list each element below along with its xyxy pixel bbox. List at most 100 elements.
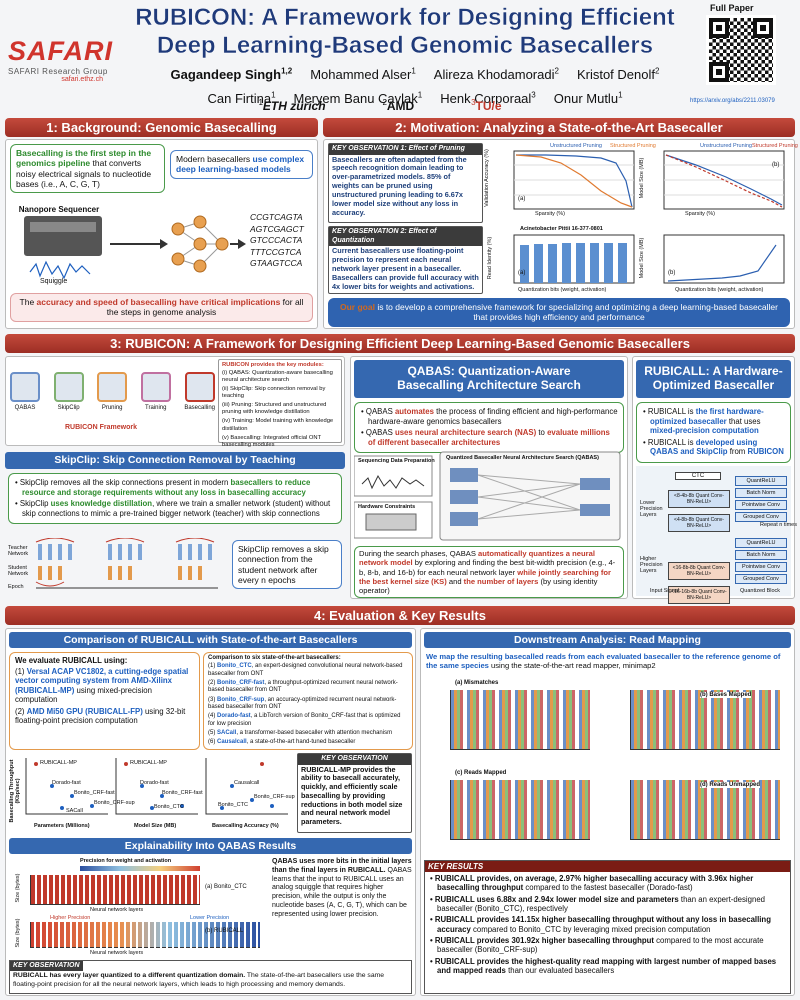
bullets: QABAS automates the process of finding e… — [354, 402, 624, 453]
text: , where we train a smaller network (stud… — [22, 499, 331, 518]
read: CCGTCAGTA — [250, 212, 303, 222]
logo: SAFARI SAFARI Research Group safari.ethz… — [8, 36, 113, 83]
highlight: Our goal — [340, 302, 375, 312]
logo-text: SAFARI — [8, 36, 114, 66]
sketch-line — [665, 154, 783, 206]
author-name: Gagandeep Singh — [170, 67, 282, 83]
affiliations: 1ETH zürich 2AMD 3TU/e — [230, 98, 530, 113]
affiliation-name: AMD — [386, 99, 415, 113]
step-icon — [10, 372, 40, 402]
text: RUBICALL provides 141.15x higher basecal… — [434, 915, 771, 934]
highlight: uses neural architecture search (NAS) — [394, 428, 537, 437]
title-line: Deep Learning-Based Genomic Basecallers — [156, 32, 654, 59]
block-label: Quantized Block — [740, 588, 781, 594]
highlight: AMD Mi50 GPU (RUBICALL-FP) — [26, 706, 143, 716]
highlight: Basecalling is the first step in the gen… — [16, 148, 152, 169]
modern: Modern basecallers use complex deep lear… — [170, 150, 313, 179]
sketch-line — [516, 154, 633, 208]
step: Basecalling — [184, 372, 215, 411]
axis-label: Read Identity (%) — [487, 236, 493, 280]
text: for all the steps in genome analysis — [106, 297, 304, 318]
block-part: Pointwise Conv — [735, 562, 787, 572]
text: (6) — [208, 739, 217, 746]
point-label: Bonito_CTC — [154, 804, 184, 810]
compared: Comparison to six state-of-the-art basec… — [203, 652, 413, 750]
qabas-text-body: During the search phases, QABAS automati… — [359, 549, 615, 595]
observation-text: Basecallers are often adapted from the s… — [332, 154, 467, 217]
text: RUBICALL is — [647, 437, 696, 447]
author: Henk Corporaal3 — [440, 90, 536, 105]
list-item: (1) Bonito_CTC, an expert-designed convo… — [208, 663, 408, 678]
bullets: SkipClip removes all the skip connection… — [8, 473, 342, 524]
neuron — [171, 215, 229, 273]
goal-text: Our goal is to develop a comprehensive f… — [340, 302, 778, 322]
author: Meryem Banu Cavlak1 — [293, 90, 423, 106]
text: , a LibTorch version of Bonito_CRF-fast … — [208, 713, 401, 727]
point-label: RUBICALL-MP — [40, 760, 77, 766]
text: , a transformer-based basecaller with at… — [236, 729, 393, 736]
layer: <16-8b-8b Quant Conv-BN-ReLU> — [668, 562, 730, 580]
size-bars — [30, 922, 260, 948]
list-item: RUBICALL provides, on average, 2.97% hig… — [434, 874, 786, 893]
block-part: QuantReLU — [735, 476, 787, 486]
text: SkipClip removes all the skip connection… — [19, 478, 231, 487]
author-row: Can Firtina1 Meryem Banu Cavlak1 Henk Corp… — [140, 85, 690, 108]
label: Hardware Constraints — [358, 504, 416, 510]
highlight: Dorado-fast — [217, 713, 251, 720]
text: using the state-of-the-art read mapper, … — [488, 661, 656, 671]
text: that uses — [726, 416, 761, 426]
skipclip-note: SkipClip removes a skip connection from … — [232, 540, 342, 590]
text: QABAS — [365, 407, 395, 416]
text: The — [19, 297, 37, 307]
text: QABAS learns that the input to RUBICALL … — [272, 866, 412, 918]
list-item: (ii) SkipClip: Skip connection removal b… — [222, 386, 326, 400]
ctc-block: CTC — [675, 472, 721, 480]
list-item: RUBICALL provides 141.15x higher basecal… — [434, 915, 786, 934]
highlight: automatically quantizes a neural network… — [359, 549, 595, 568]
list-item: (2) AMD Mi50 GPU (RUBICALL-FP) using 32-… — [15, 707, 194, 726]
author-name: Mohammed Alser — [310, 67, 412, 83]
motivation-charts — [513, 150, 785, 284]
edges — [477, 474, 581, 520]
author-sup: 1 — [411, 67, 416, 76]
hardware — [365, 513, 417, 531]
list-item: (1) Versal ACAP VC1802, a cutting-edge s… — [15, 667, 194, 705]
full-paper: Full Paper — [710, 3, 754, 13]
list-item: (v) Basecalling: Integrated official ONT… — [222, 434, 322, 448]
axis-label: Quantization bits (weight, activation) — [675, 287, 764, 293]
point-label: SACall — [66, 808, 83, 814]
bar-sketch — [630, 780, 780, 840]
list-item: RUBICALL is the first hardware-optimized… — [647, 407, 785, 436]
label: Quantized Basecaller Neural Architecture… — [446, 455, 599, 461]
block-part: Batch Norm — [735, 488, 787, 498]
text: RUBICALL provides, on average, 2.97% hig… — [434, 874, 754, 893]
text: is to develop a comprehensive framework … — [374, 302, 778, 323]
label: Precision for weight and activation — [80, 858, 172, 864]
author: Can Firtina1 — [207, 90, 275, 105]
sequencer-label: Nanopore Sequencer — [18, 205, 100, 214]
step: Pruning — [97, 372, 128, 411]
point-label: Bonito_CRF-sup — [94, 800, 135, 806]
list-item: RUBICALL provides 301.92x higher basecal… — [435, 936, 786, 955]
key-results-label: KEY RESULTS — [425, 861, 790, 872]
layer: <4-8b-8b Quant Conv-BN-ReLU> — [668, 514, 730, 532]
panel-label: (a) — [518, 270, 526, 276]
arrow — [160, 239, 168, 249]
paper-url[interactable]: https://arxiv.org/abs/2211.03079 — [690, 98, 775, 104]
axis-label: Neural network layers — [90, 950, 144, 956]
point-labels: RUBICALL-MP RUBICALL-MP Dorado-fast Bonito_… — [22, 756, 295, 822]
list-item: SkipClip uses knowledge distillation, wh… — [20, 499, 336, 518]
observation-text: RUBICALL-MP provides the ability to base… — [301, 764, 403, 827]
arrow — [238, 239, 246, 249]
text: and — [446, 576, 464, 586]
layer: <8-4b-8b Quant Conv-BN-ReLU> — [668, 490, 730, 508]
author-name: Meryem Banu Cavlak — [293, 90, 418, 106]
highlight: mixed-precision computation — [650, 426, 759, 435]
affiliation-name: ETH zürich — [262, 99, 326, 113]
text: (2) — [15, 706, 27, 716]
highlight: compared to the fastest basecaller (Dora… — [523, 883, 693, 893]
text: RUBICALL is — [647, 407, 696, 416]
observation: KEY OBSERVATION 2: Effect of Quantizatio… — [328, 226, 483, 294]
author-sup: 1 — [618, 90, 623, 100]
list-item: (5) SACall, a transformer-based basecall… — [208, 730, 408, 737]
